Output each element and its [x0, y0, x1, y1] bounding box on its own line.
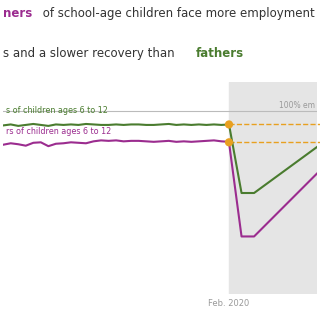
Point: [227, 122, 232, 127]
Bar: [229, 82, 317, 294]
Text: of school-age children face more employment: of school-age children face more employm…: [39, 7, 315, 20]
Text: rs of children ages 6 to 12: rs of children ages 6 to 12: [6, 127, 112, 136]
Point: [227, 140, 232, 145]
Text: 100% em: 100% em: [279, 101, 315, 110]
Text: fathers: fathers: [196, 47, 244, 60]
Text: s of children ages 6 to 12: s of children ages 6 to 12: [6, 106, 108, 115]
Text: s and a slower recovery than: s and a slower recovery than: [3, 47, 179, 60]
Text: ners: ners: [3, 7, 32, 20]
Text: Feb. 2020: Feb. 2020: [208, 299, 250, 308]
